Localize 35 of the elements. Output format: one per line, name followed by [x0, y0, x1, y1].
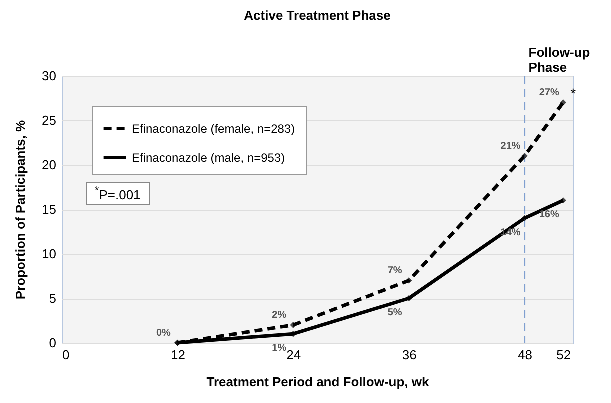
data-label: 21% [500, 141, 521, 152]
x-tick-label: 36 [402, 348, 417, 362]
y-axis-title: Proportion of Participants, % [13, 120, 28, 300]
data-label: 0% [156, 328, 172, 339]
x-tick-label: 52 [556, 348, 572, 362]
y-tick-label: 5 [49, 291, 56, 306]
y-tick-label: 30 [42, 68, 56, 84]
y-tick-label: 20 [42, 158, 56, 172]
data-label: 27% [539, 88, 560, 99]
y-tick-label: 0 [49, 336, 56, 350]
point [560, 100, 567, 106]
chart-title: Active Treatment Phase [244, 8, 391, 23]
data-label: 16% [539, 210, 560, 221]
data-label: 5% [388, 308, 402, 318]
ref-line-label: Follow-up Phase [528, 45, 590, 75]
x-axis-title: Treatment Period and Follow-up, wk [206, 374, 430, 390]
point [290, 322, 297, 328]
annotation: $^{*}$P=.001 [86, 182, 150, 206]
data-label: 2% [272, 310, 287, 322]
point [522, 215, 528, 222]
legend-label: Efinaconazole (male, n=953) [132, 151, 286, 165]
x-tick-label: 0 [62, 348, 70, 362]
y-tick-label: 25 [42, 113, 56, 128]
point [560, 197, 567, 204]
y-tick-label: 15 [42, 202, 56, 217]
point [406, 278, 412, 284]
x-tick-label: 12 [170, 348, 186, 362]
legend-label: Efinaconazole (female, n=283) [132, 122, 296, 136]
x-tick-label: 24 [286, 348, 302, 362]
data-label: 7% [388, 266, 402, 277]
y-tick-label: 10 [42, 246, 56, 262]
point [522, 152, 528, 160]
x-tick-label: 48 [518, 348, 533, 362]
annotation: * [570, 86, 577, 102]
data-label: 1% [272, 343, 287, 354]
